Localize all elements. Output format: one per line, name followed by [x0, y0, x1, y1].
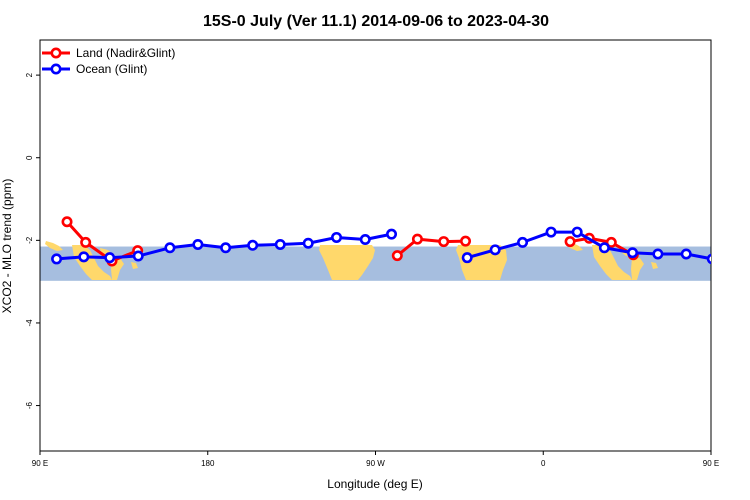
data-point-ocean — [627, 247, 639, 259]
data-point-ocean — [51, 253, 63, 265]
land-island — [131, 262, 138, 269]
data-point-ocean — [192, 238, 204, 250]
series-group — [51, 216, 750, 267]
x-tick-label: 90 E — [703, 459, 719, 468]
series-line-land — [738, 222, 750, 261]
data-point-land — [734, 218, 742, 226]
y-axis-label: XCO2 - MLO trend (ppm) — [0, 179, 14, 314]
data-point-ocean — [386, 228, 398, 240]
data-point-land — [438, 236, 450, 248]
y-axis: 2 0 -2 -4 -6 — [25, 72, 40, 409]
legend-label-land: Land (Nadir&Glint) — [76, 46, 175, 60]
data-point-land — [564, 236, 576, 248]
data-point-ocean — [737, 253, 745, 261]
x-axis: 90 E 180 90 W 0 90 E — [32, 451, 719, 468]
data-point-ocean — [461, 252, 473, 264]
x-tick-label: 180 — [201, 459, 215, 468]
data-point-ocean — [331, 231, 343, 243]
data-point-land — [411, 233, 423, 245]
data-point-ocean — [132, 250, 144, 262]
legend-swatch-land-marker — [50, 47, 62, 59]
y-tick-label: -2 — [25, 236, 34, 244]
legend-label-ocean: Ocean (Glint) — [76, 62, 147, 76]
data-point-ocean — [598, 242, 610, 254]
data-point-ocean — [571, 226, 583, 238]
legend-swatch-ocean-marker — [50, 63, 62, 75]
series-line-land — [396, 237, 466, 257]
data-point-ocean — [220, 242, 232, 254]
legend-entry-ocean: Ocean (Glint) — [42, 62, 147, 76]
x-tick-label: 90 E — [32, 459, 48, 468]
data-point-land — [80, 236, 92, 248]
series-line-land — [569, 236, 635, 257]
legend: Land (Nadir&Glint) Ocean (Glint) — [42, 46, 175, 76]
data-point-ocean — [489, 244, 501, 256]
data-point-ocean — [706, 253, 711, 265]
land-new-guinea — [631, 258, 644, 280]
data-point-ocean — [652, 248, 664, 260]
land-indonesia-island — [45, 241, 63, 251]
data-point-land — [605, 236, 617, 248]
data-point-land — [61, 216, 73, 228]
legend-entry-land: Land (Nadir&Glint) — [42, 46, 175, 60]
x-tick-label: 0 — [541, 459, 546, 468]
data-point-ocean — [247, 239, 259, 251]
data-point-land — [460, 235, 472, 247]
data-point-ocean — [517, 236, 529, 248]
data-point-ocean — [545, 226, 557, 238]
y-tick-label: -6 — [25, 401, 34, 409]
y-tick-label: 2 — [25, 72, 34, 77]
y-tick-label: -4 — [25, 319, 34, 327]
x-axis-label: Longitude (deg E) — [327, 477, 422, 491]
data-point-ocean — [78, 251, 90, 263]
y-tick-label: 0 — [25, 155, 34, 160]
data-point-ocean — [164, 242, 176, 254]
data-point-ocean — [359, 234, 371, 246]
data-point-land — [391, 250, 403, 262]
data-point-ocean — [274, 238, 286, 250]
chart-title: 15S-0 July (Ver 11.1) 2014-09-06 to 2023… — [203, 13, 549, 30]
land-south-america — [319, 245, 375, 280]
x-tick-label: 90 W — [366, 459, 385, 468]
land-island — [651, 262, 658, 269]
series-line-ocean — [466, 230, 711, 261]
data-point-ocean — [680, 248, 692, 260]
data-point-ocean — [302, 237, 314, 249]
land-australia-west — [592, 245, 632, 280]
data-point-ocean — [104, 252, 116, 264]
